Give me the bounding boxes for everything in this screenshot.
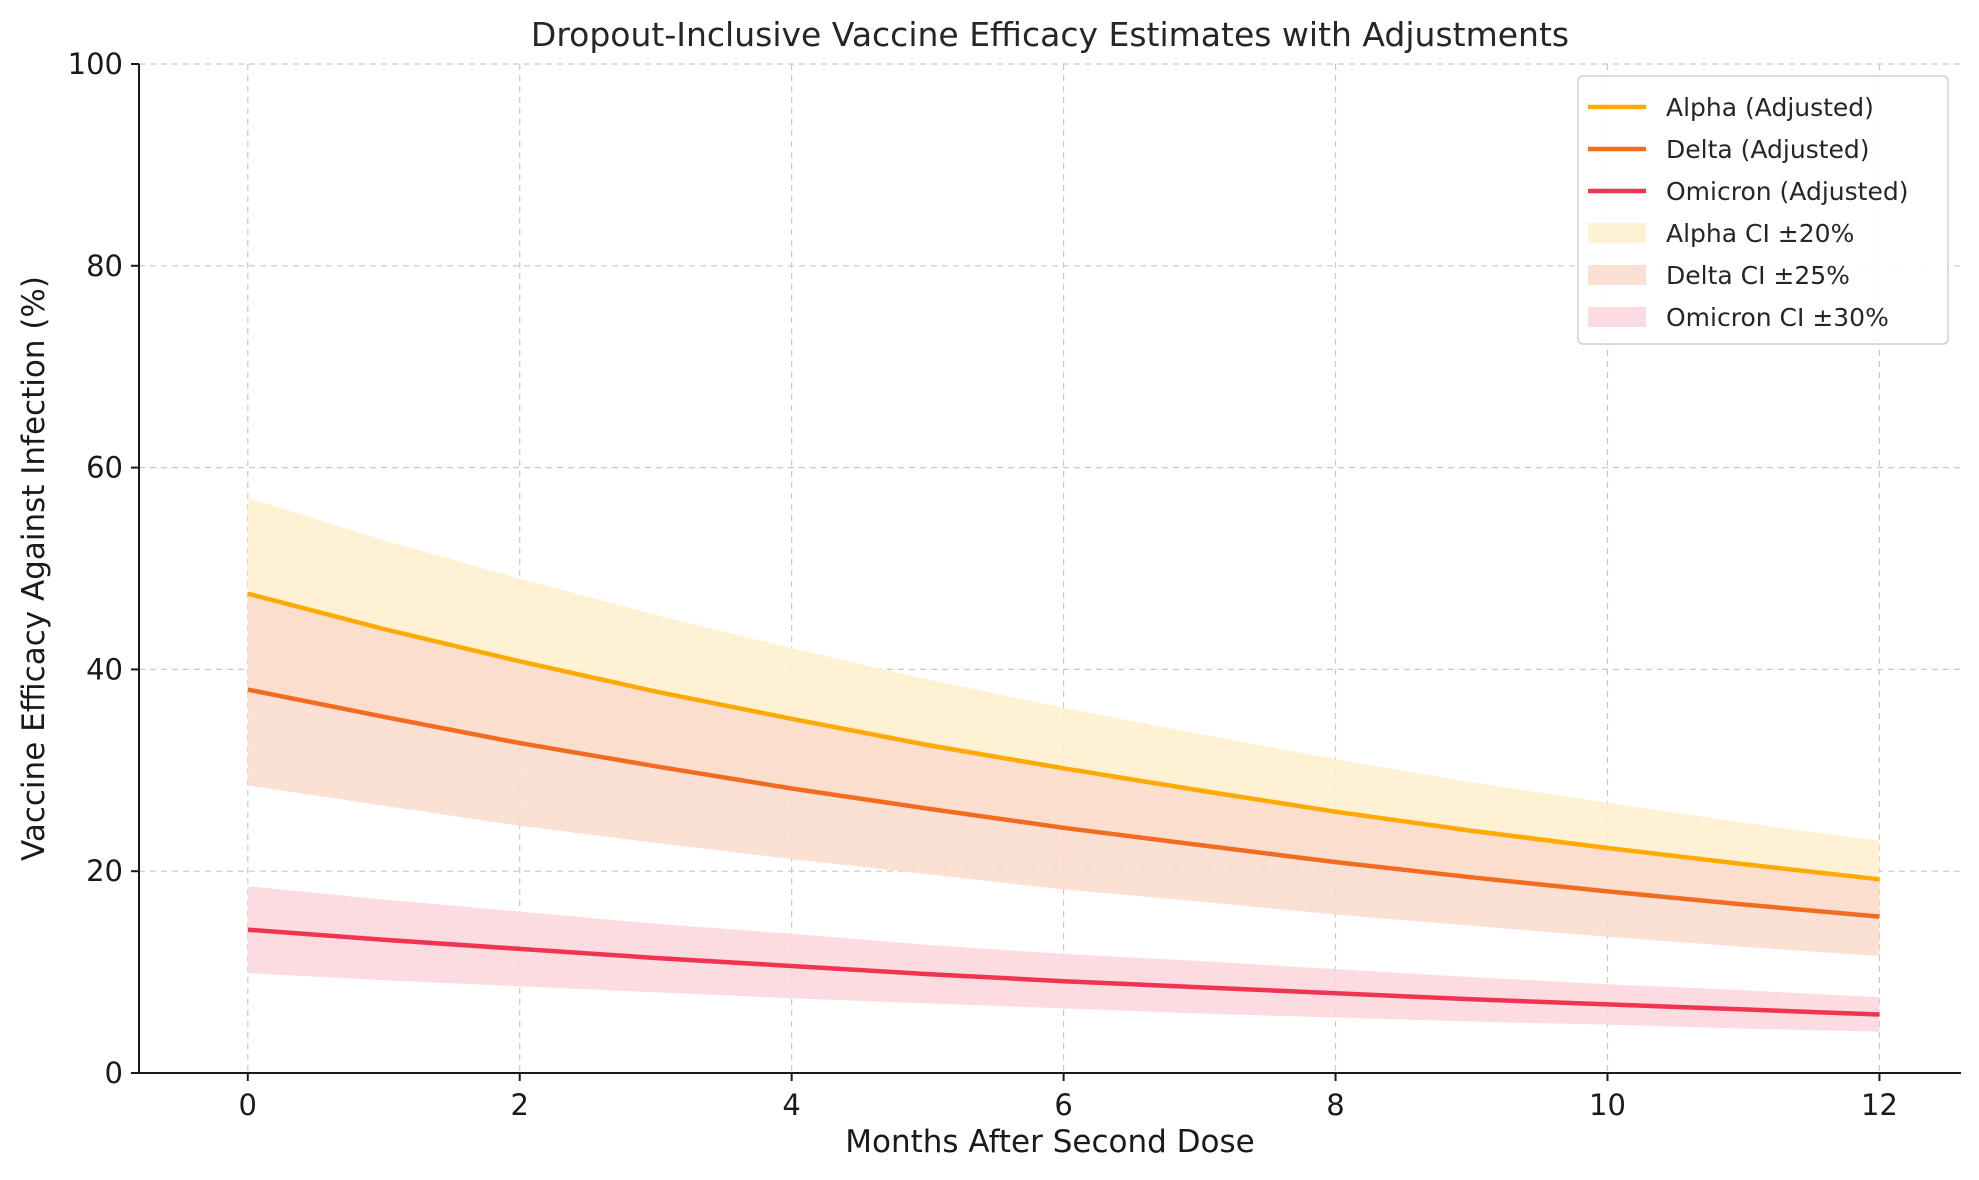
y-tick-label: 40 xyxy=(86,652,123,686)
y-tick-label: 60 xyxy=(86,451,123,485)
confidence-bands xyxy=(247,497,1880,1032)
y-tick-label: 80 xyxy=(86,249,123,283)
series-line-alpha xyxy=(247,591,1880,882)
tick-labels: 0 2 4 6 8 10 12 0 20 40 60 80 100 xyxy=(68,47,1898,1122)
legend-band-swatch xyxy=(1588,307,1646,327)
ci-band-delta xyxy=(247,593,1880,956)
x-tick-label: 10 xyxy=(1589,1088,1626,1122)
series-line-omicron xyxy=(247,927,1880,1017)
x-tick-label: 6 xyxy=(1054,1088,1072,1122)
legend-label: Delta (Adjusted) xyxy=(1666,135,1870,164)
legend-band-swatch xyxy=(1588,223,1646,243)
axes xyxy=(131,63,1961,1081)
x-tick-label: 12 xyxy=(1861,1088,1898,1122)
x-tick-label: 0 xyxy=(239,1088,257,1122)
legend-frame xyxy=(1577,75,1949,345)
series-lines xyxy=(247,591,1880,1017)
chart-title: Dropout-Inclusive Vaccine Efficacy Estim… xyxy=(531,15,1569,54)
x-tick-label: 4 xyxy=(782,1088,800,1122)
legend: Alpha (Adjusted) Delta (Adjusted) Omicron … xyxy=(1577,75,1949,345)
x-tick-label: 2 xyxy=(510,1088,528,1122)
x-tick-label: 8 xyxy=(1326,1088,1344,1122)
legend-label: Alpha (Adjusted) xyxy=(1666,93,1874,122)
y-tick-label: 100 xyxy=(68,47,123,81)
legend-band-swatch xyxy=(1588,265,1646,285)
legend-label: Omicron (Adjusted) xyxy=(1666,177,1908,206)
legend-label: Delta CI ±25% xyxy=(1666,261,1850,290)
legend-label: Alpha CI ±20% xyxy=(1666,219,1854,248)
y-tick-label: 0 xyxy=(105,1056,123,1090)
ci-band-omicron xyxy=(247,886,1880,1032)
y-tick-label: 20 xyxy=(86,854,123,888)
y-axis-label: Vaccine Efficacy Against Infection (%) xyxy=(16,276,52,861)
legend-label: Omicron CI ±30% xyxy=(1666,303,1889,332)
x-axis-label: Months After Second Dose xyxy=(845,1124,1254,1160)
series-line-delta xyxy=(247,687,1880,919)
ci-band-alpha xyxy=(247,497,1880,918)
